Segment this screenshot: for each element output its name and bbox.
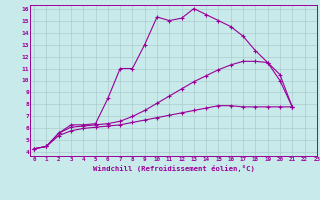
X-axis label: Windchill (Refroidissement éolien,°C): Windchill (Refroidissement éolien,°C) — [93, 165, 254, 172]
